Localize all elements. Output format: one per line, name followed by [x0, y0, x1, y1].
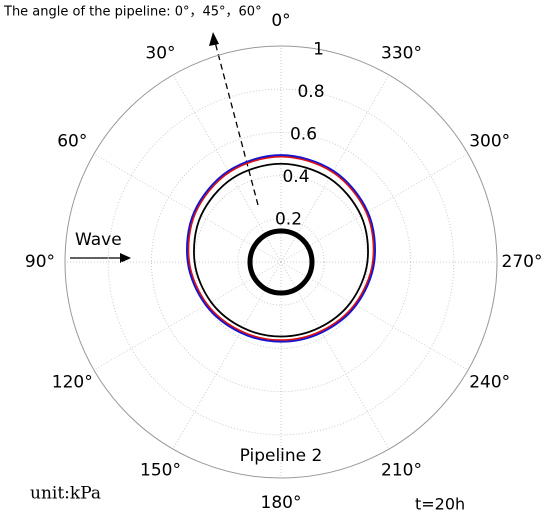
theta-tick-label: 240° — [469, 373, 510, 393]
theta-tick-label: 60° — [57, 132, 87, 152]
theta-tick-label: 150° — [140, 461, 181, 481]
grid-spoke — [172, 74, 282, 263]
grid-spoke — [93, 261, 282, 371]
theta-tick-label: 330° — [381, 43, 422, 63]
grid-spoke — [280, 74, 390, 263]
r-tick-label: 1 — [313, 39, 324, 59]
series-line — [187, 155, 375, 342]
pipeline-angle-arrow — [214, 41, 259, 206]
grid-spoke — [172, 261, 282, 450]
theta-tick-label: 300° — [469, 132, 510, 152]
r-tick-label: 0.4 — [282, 167, 309, 187]
arrow-head — [209, 32, 219, 46]
theta-tick-label: 270° — [502, 252, 543, 272]
grid-spoke — [280, 261, 469, 371]
r-tick-label: 0.6 — [290, 124, 317, 144]
arrow-head — [120, 253, 131, 263]
pipeline — [247, 228, 315, 296]
wave-label: Wave — [75, 230, 122, 250]
time-label: t=20h — [415, 495, 465, 514]
grid-circle — [107, 88, 455, 436]
pipeline-label: Pipeline 2 — [240, 446, 323, 466]
r-tick-label: 0.8 — [297, 82, 324, 102]
chart-title: The angle of the pipeline: 0°，45°，60° — [3, 5, 262, 20]
r-tick-label: 0.2 — [275, 209, 302, 229]
series-line — [186, 154, 376, 343]
grid-spoke — [280, 261, 390, 450]
theta-tick-label: 180° — [261, 493, 302, 513]
grid-circle — [237, 218, 325, 306]
theta-tick-label: 90° — [25, 252, 55, 272]
theta-tick-label: 0° — [271, 11, 290, 31]
unit-label: unit:kPa — [30, 484, 101, 504]
theta-tick-label: 120° — [52, 373, 93, 393]
grid-spoke — [280, 153, 469, 263]
series-line — [193, 162, 369, 338]
theta-tick-label: 30° — [145, 43, 175, 63]
grid-circle — [64, 45, 498, 479]
grid-spoke — [93, 153, 282, 263]
theta-tick-label: 210° — [381, 461, 422, 481]
